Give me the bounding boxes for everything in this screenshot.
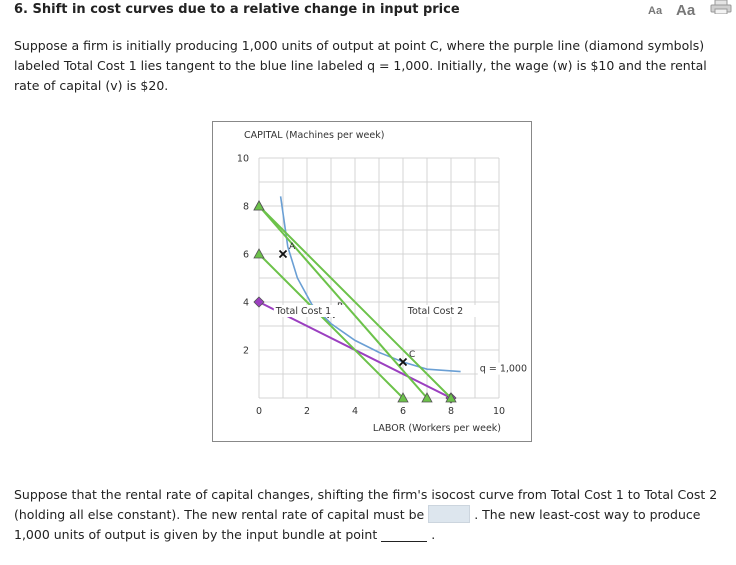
series-label: Total Cost 1 — [275, 306, 331, 317]
followup-text-end: . — [431, 527, 436, 542]
point-answer-dropdown[interactable] — [381, 527, 428, 542]
series-line-isocost-3 — [258, 253, 404, 399]
series-label-bg — [477, 362, 533, 375]
print-icon[interactable] — [710, 0, 732, 14]
diamond-marker — [253, 296, 265, 308]
x-tick-label: 6 — [400, 406, 406, 417]
triangle-marker — [253, 248, 265, 259]
y-tick-label: 2 — [243, 346, 249, 357]
series-label-bg — [405, 305, 477, 317]
x-tick-label: 4 — [352, 406, 358, 417]
question-followup: Suppose that the rental rate of capital … — [14, 485, 726, 545]
triangle-marker — [253, 200, 265, 211]
followup-text-1: Suppose that the rental rate of capital … — [14, 487, 718, 522]
x-tick-label: 8 — [448, 406, 454, 417]
x-tick-label: 2 — [304, 406, 310, 417]
point-marker-A — [278, 249, 288, 259]
triangle-marker — [445, 392, 457, 403]
series-label: Total Cost 2 — [407, 306, 463, 317]
x-axis-label: LABOR (Workers per week) — [373, 423, 501, 434]
x-tick-label: 0 — [256, 406, 262, 417]
y-tick-label: 6 — [243, 250, 249, 261]
question-intro: Suppose a firm is initially producing 1,… — [14, 38, 707, 93]
point-label-A: A — [289, 242, 296, 252]
point-label-C: C — [409, 350, 415, 360]
series-label: q = 1,000 — [480, 364, 527, 375]
series-label-bg — [273, 305, 345, 317]
point-marker-C — [398, 357, 408, 367]
y-axis-label: CAPITAL (Machines per week) — [244, 130, 384, 141]
followup-text-2: . The new least-cost way to produce 1,00… — [14, 507, 701, 542]
series-line-isocost-2 — [258, 205, 452, 399]
series-line-isoquant-0 — [279, 196, 461, 373]
triangle-marker — [397, 392, 409, 403]
y-tick-label: 4 — [243, 298, 249, 309]
triangle-marker — [421, 392, 433, 403]
font-size-small-button[interactable]: Aa — [648, 5, 663, 17]
y-tick-label: 8 — [243, 202, 249, 213]
font-size-large-button[interactable]: Aa — [676, 2, 696, 19]
x-tick-label: 10 — [493, 406, 505, 417]
rental-rate-answer-input[interactable] — [428, 505, 471, 523]
cost-curve-chart: CAPITAL (Machines per week) LABOR (Worker… — [212, 121, 533, 442]
chart-svg: CAPITAL (Machines per week) LABOR (Worker… — [237, 130, 533, 434]
question-title: 6. Shift in cost curves due to a relativ… — [14, 2, 460, 17]
series-line-isocost-4 — [258, 205, 428, 399]
y-tick-label: 10 — [237, 154, 249, 165]
